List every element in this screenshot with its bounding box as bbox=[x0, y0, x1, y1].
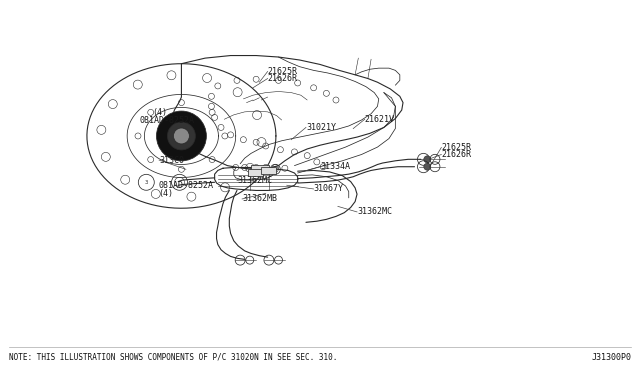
Text: 21625R: 21625R bbox=[442, 143, 471, 152]
Circle shape bbox=[424, 156, 431, 163]
Circle shape bbox=[173, 128, 189, 144]
Text: 31362MC: 31362MC bbox=[237, 176, 272, 185]
Text: (4): (4) bbox=[153, 108, 168, 117]
Circle shape bbox=[424, 163, 431, 170]
Text: NOTE: THIS ILLUSTRATION SHOWS COMPONENTS OF P/C 31020N IN SEE SEC. 310.: NOTE: THIS ILLUSTRATION SHOWS COMPONENTS… bbox=[9, 353, 337, 362]
Text: 31021Y: 31021Y bbox=[306, 123, 336, 132]
Text: 31334A: 31334A bbox=[320, 162, 350, 171]
Text: 31362MB: 31362MB bbox=[242, 195, 277, 203]
Circle shape bbox=[156, 111, 206, 161]
Bar bbox=[248, 169, 264, 176]
Text: (4): (4) bbox=[158, 189, 173, 198]
Text: 081AD-8252A: 081AD-8252A bbox=[158, 181, 213, 190]
Text: 21625R: 21625R bbox=[268, 67, 298, 76]
Circle shape bbox=[168, 122, 195, 150]
Text: J31300P0: J31300P0 bbox=[591, 353, 631, 362]
Text: 21621V: 21621V bbox=[365, 115, 395, 124]
Text: 31067Y: 31067Y bbox=[314, 185, 344, 193]
Bar bbox=[261, 167, 276, 174]
Text: 21626R: 21626R bbox=[442, 150, 471, 159]
Text: 313C0: 313C0 bbox=[159, 155, 184, 164]
Text: 21626R: 21626R bbox=[268, 74, 298, 83]
Bar bbox=[251, 164, 269, 173]
Text: 3: 3 bbox=[145, 180, 148, 185]
Text: 081AD-8252A: 081AD-8252A bbox=[140, 116, 195, 125]
Text: 31362MC: 31362MC bbox=[357, 208, 392, 217]
